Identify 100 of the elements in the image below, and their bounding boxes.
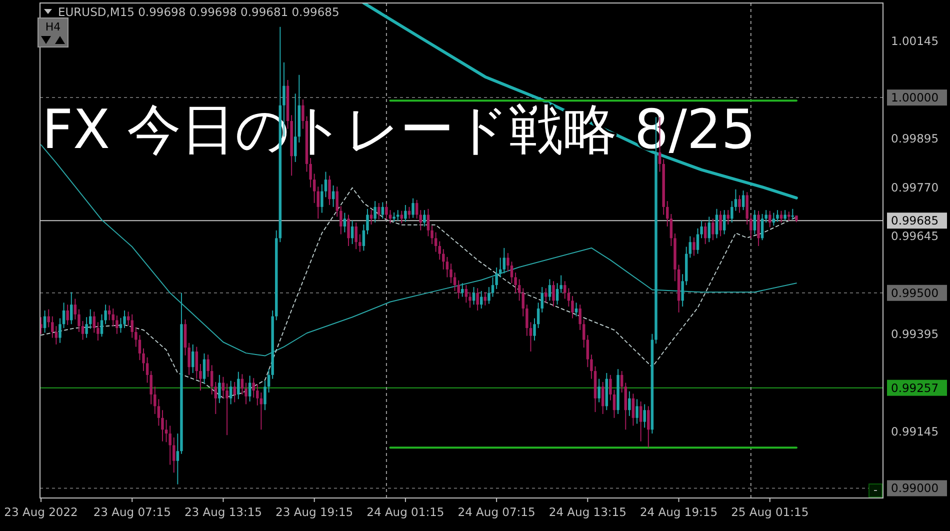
candlestick: [294, 93, 297, 163]
candlestick: [704, 222, 707, 245]
candlestick: [96, 322, 100, 342]
annotation: -: [874, 484, 878, 496]
candlestick: [598, 378, 600, 403]
candlestick: [210, 364, 214, 395]
ref-line-label: 0.99000: [891, 481, 939, 496]
candlestick: [415, 199, 418, 220]
candlestick: [647, 406, 650, 448]
candlestick: [738, 194, 741, 214]
candlestick: [222, 376, 225, 399]
x-tick-label: 23 Aug 07:15: [93, 505, 171, 519]
candlestick: [468, 292, 472, 308]
candlestick: [784, 210, 786, 222]
candlestick: [123, 310, 126, 329]
candlestick: [358, 234, 362, 252]
candlestick: [544, 288, 548, 304]
candlestick: [237, 371, 240, 400]
candlestick: [244, 382, 248, 405]
candlestick: [312, 173, 316, 204]
candlestick: [199, 363, 202, 392]
candlestick: [571, 296, 574, 319]
candlestick: [692, 236, 696, 256]
candlestick: [316, 186, 320, 220]
candlestick: [142, 348, 145, 372]
candlestick: [43, 310, 46, 334]
candlestick: [423, 210, 426, 227]
x-tick-label: 24 Aug 19:15: [640, 505, 718, 519]
candlestick: [108, 304, 111, 321]
ref-line-label: 1.00000: [891, 90, 939, 105]
candlestick: [708, 216, 710, 243]
candlestick: [582, 318, 586, 348]
candlestick: [119, 317, 122, 334]
candlestick: [81, 320, 84, 340]
candlestick: [461, 282, 464, 298]
candlestick: [70, 292, 73, 325]
candlestick: [191, 344, 194, 374]
candlestick: [522, 288, 524, 317]
candlestick: [776, 210, 779, 222]
candlestick: [518, 278, 521, 302]
candlestick: [722, 210, 726, 235]
y-tick-label: 0.99395: [891, 326, 939, 341]
x-tick-label: 23 Aug 19:15: [276, 505, 354, 519]
candlestick: [354, 222, 358, 250]
candlestick: [229, 380, 232, 405]
candlestick: [54, 326, 58, 345]
candlestick: [248, 375, 252, 402]
candlestick: [746, 192, 748, 226]
ref-line-label: 0.99500: [891, 286, 939, 300]
candlestick: [130, 314, 134, 338]
candlestick: [392, 212, 396, 222]
x-tick-label: 24 Aug 13:15: [548, 505, 626, 519]
candlestick: [742, 190, 745, 211]
candlestick: [772, 212, 776, 226]
candlestick: [157, 398, 160, 426]
candlestick: [343, 212, 346, 233]
candlestick: [636, 398, 638, 424]
candlestick: [58, 318, 62, 344]
candlestick: [760, 213, 764, 241]
candlestick: [336, 186, 338, 218]
candlestick: [681, 274, 684, 308]
candlestick: [374, 200, 376, 224]
chart-title: EURUSD,M15 0.99698 0.99698 0.99681 0.99685: [58, 5, 340, 19]
candlestick: [620, 370, 624, 394]
candlestick: [350, 220, 354, 245]
candlestick: [514, 272, 517, 294]
candlestick: [464, 284, 468, 304]
candlestick: [753, 210, 756, 235]
ref-line-label: 0.99257: [891, 380, 939, 395]
candlestick: [195, 346, 198, 380]
candlestick: [176, 433, 180, 485]
candlestick: [556, 282, 559, 306]
candlestick: [100, 314, 104, 338]
y-tick-label: 1.00145: [891, 34, 939, 48]
candlestick: [366, 208, 369, 235]
candlestick: [385, 203, 388, 220]
y-tick-label: 0.99770: [891, 180, 939, 194]
candlestick: [666, 200, 669, 227]
candlestick: [309, 158, 312, 188]
candlestick: [757, 210, 760, 247]
x-tick-label: 25 Aug 01:15: [731, 505, 809, 519]
x-tick-label: 24 Aug 07:15: [458, 505, 536, 519]
candlestick: [700, 220, 703, 239]
candlestick: [202, 352, 206, 384]
candlestick: [639, 401, 642, 442]
candlestick: [347, 214, 350, 247]
candlestick: [85, 316, 88, 338]
y-tick-label: 0.99895: [891, 132, 939, 146]
candlestick: [328, 175, 331, 206]
candlestick: [206, 354, 210, 378]
candlestick: [643, 404, 646, 428]
candlestick: [533, 318, 536, 342]
candlestick: [404, 204, 407, 222]
candlestick: [688, 236, 692, 258]
candlestick: [378, 202, 380, 220]
candlestick: [498, 257, 502, 278]
candlestick: [719, 210, 722, 237]
candlestick: [510, 261, 514, 284]
x-tick-label: 24 Aug 01:15: [366, 505, 444, 519]
candlestick: [564, 280, 566, 300]
